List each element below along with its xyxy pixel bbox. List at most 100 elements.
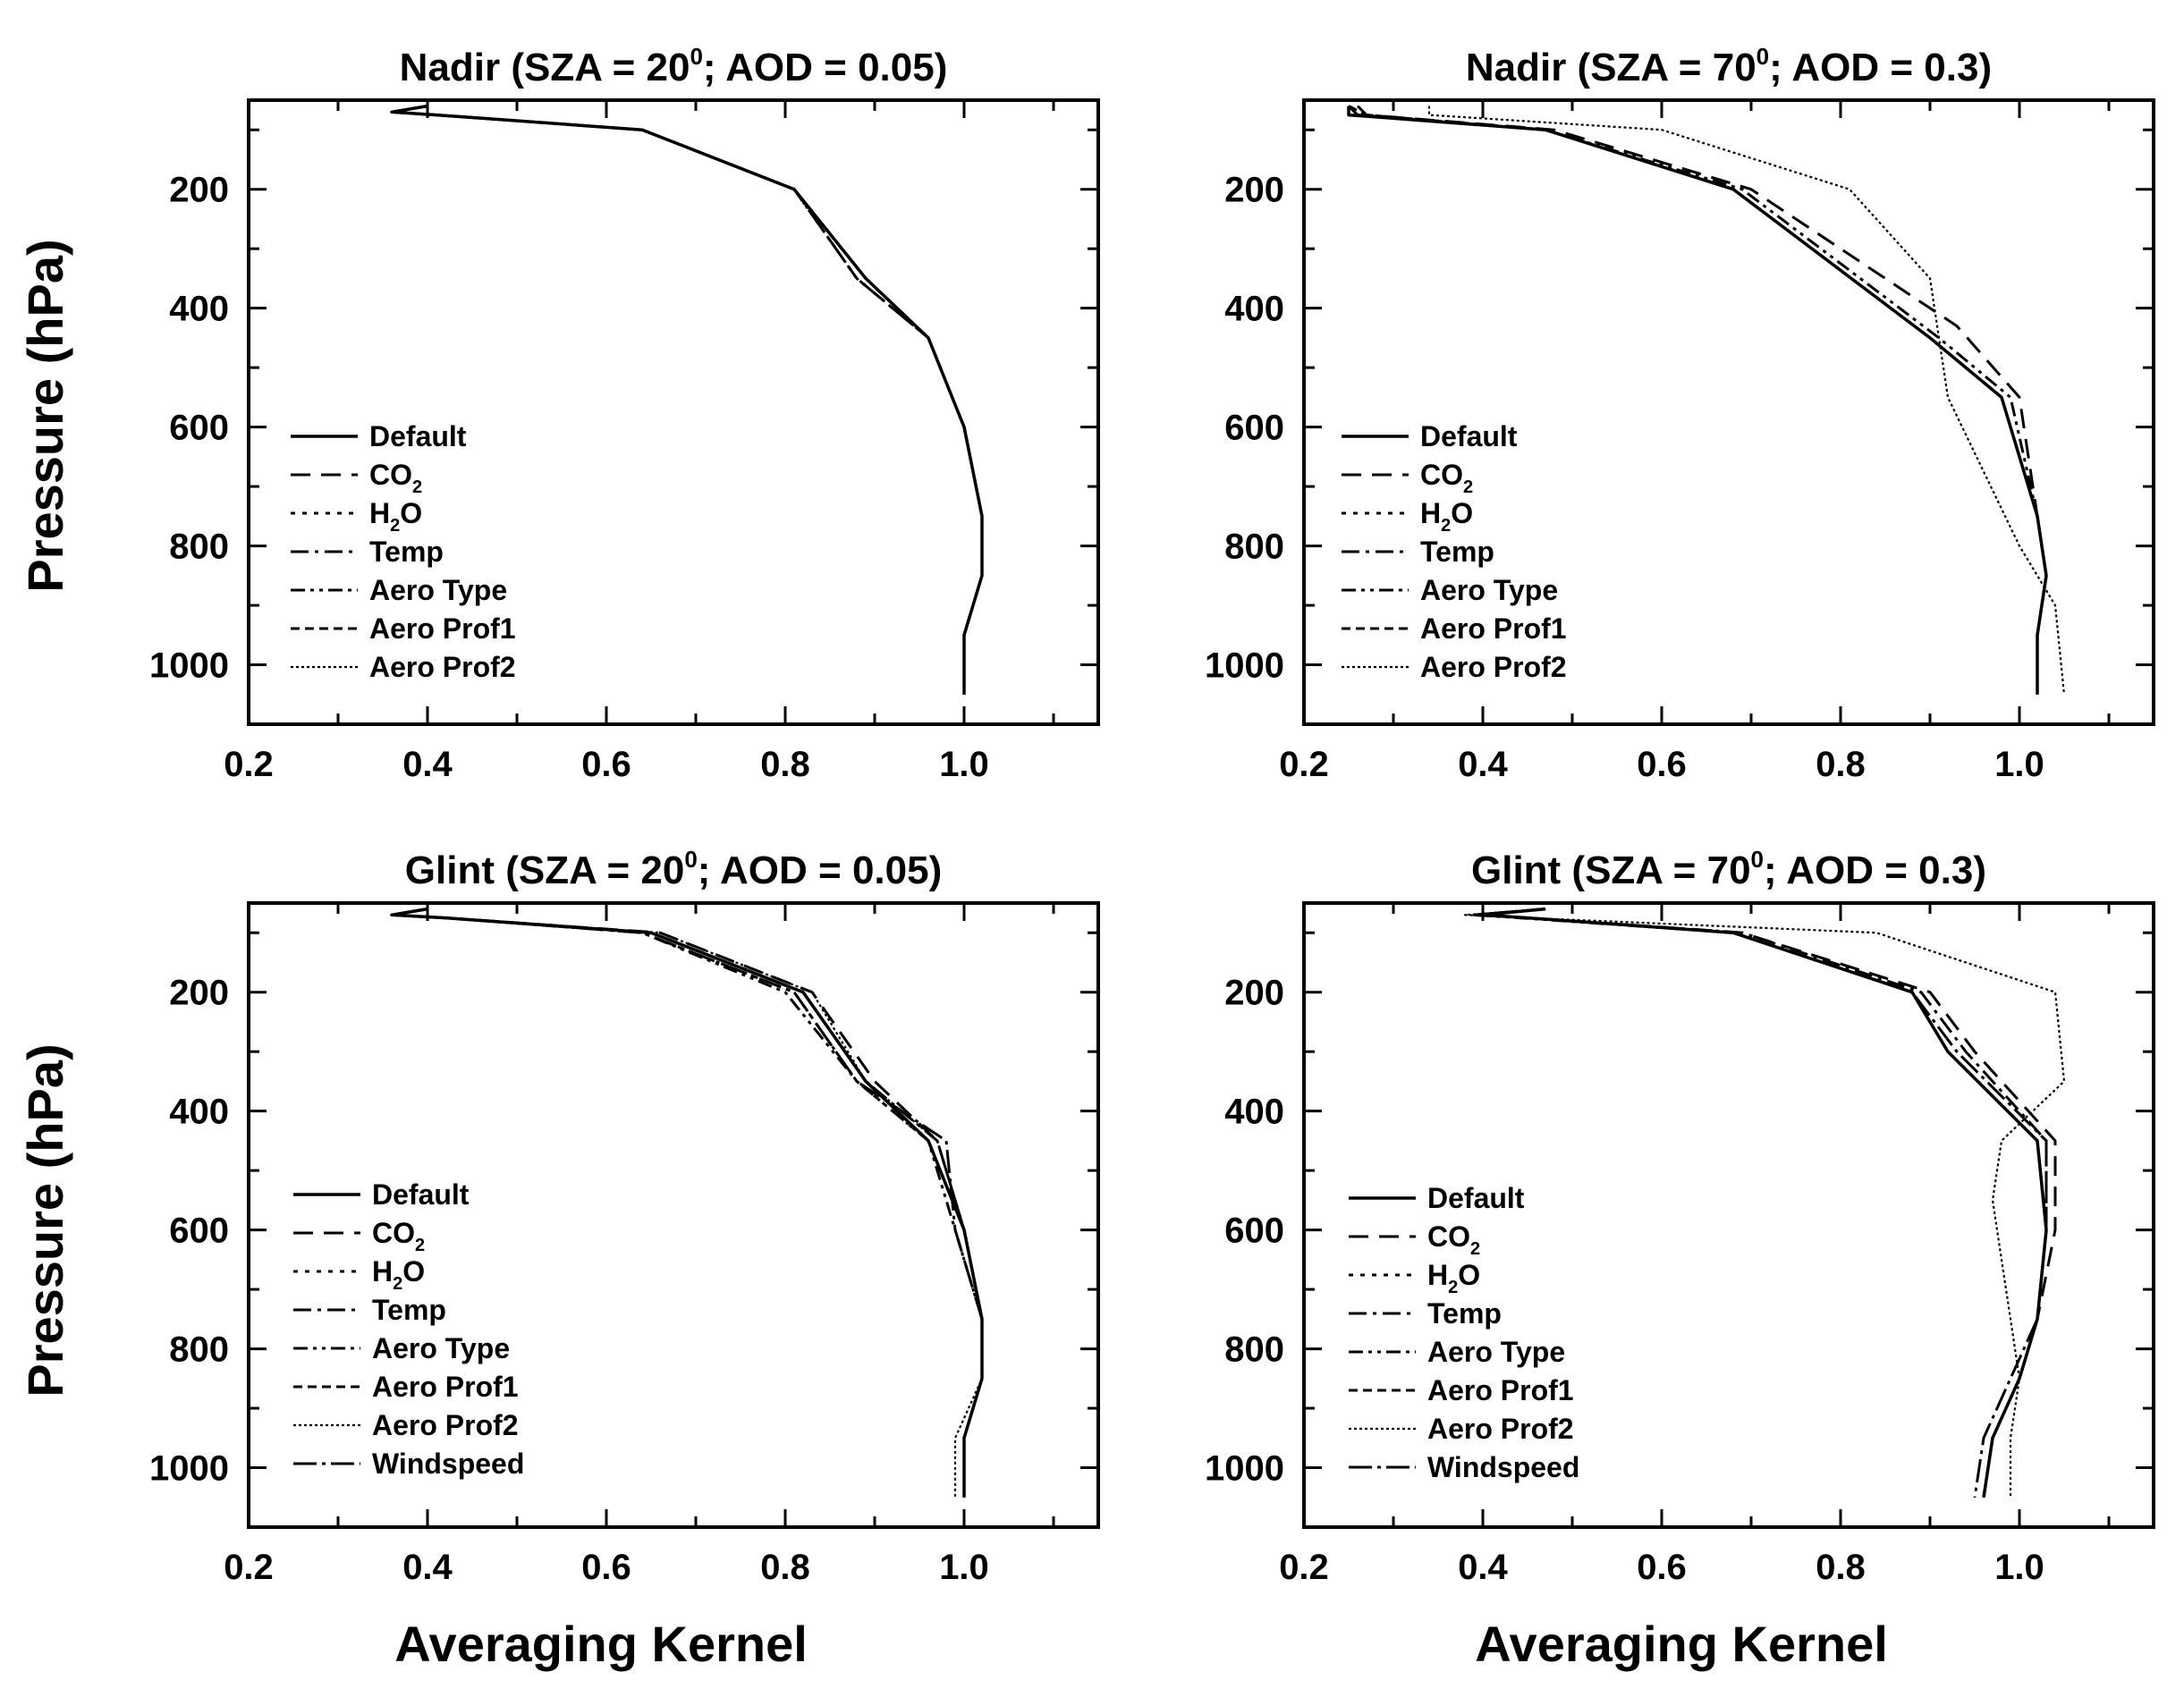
panel-title-suffix: ; AOD = 0.3)	[1769, 46, 1992, 89]
legend-label-text: Aero Type	[369, 574, 507, 606]
legend-label-text: Aero Prof2	[1427, 1413, 1574, 1445]
panel-title-superscript: 0	[690, 43, 702, 70]
series-line-aero-type	[1472, 908, 2048, 1499]
series-group	[390, 104, 984, 695]
panel-3: Glint (SZA = 200; AOD = 0.05) 0.2 0.4 0.6 0.…	[149, 846, 1100, 1587]
legend-label-after: O	[400, 497, 422, 529]
panel-title: Nadir (SZA = 700; AOD = 0.3)	[1466, 43, 1992, 89]
legend-label-text: CO	[1420, 459, 1463, 491]
x-tick-label: 0.2	[224, 1548, 274, 1587]
x-tick-label: 1.0	[939, 1548, 989, 1587]
y-tick-label: 600	[169, 1212, 229, 1251]
y-tick-label: 600	[1224, 1212, 1284, 1251]
legend-label: Default	[1420, 420, 1518, 452]
series-line-aero-type	[1347, 105, 2048, 695]
panel-title-superscript: 0	[684, 846, 697, 873]
panel-title-suffix: ; AOD = 0.3)	[1764, 848, 1986, 892]
x-tick-label: 0.4	[1458, 1548, 1508, 1587]
y-tick-label: 800	[169, 528, 229, 567]
legend-label-text: Default	[1427, 1182, 1525, 1214]
series-line-temp	[1347, 105, 2048, 695]
series-line-windspeed	[390, 908, 984, 1498]
legend-label-text: Aero Prof1	[1427, 1374, 1574, 1406]
series-line-windspeed	[1472, 908, 2048, 1499]
legend-label-subscript: 2	[1441, 516, 1451, 536]
panel-title: Glint (SZA = 200; AOD = 0.05)	[405, 846, 942, 892]
legend-label: H2O	[1427, 1259, 1480, 1297]
legend-label: Aero Type	[1427, 1336, 1565, 1368]
legend-label-subscript: 2	[412, 477, 422, 497]
x-tick-label: 0.6	[1637, 1548, 1687, 1587]
series-line-temp	[1481, 908, 2048, 1499]
y-tick-label: 1000	[1205, 646, 1284, 686]
panel-title: Glint (SZA = 700; AOD = 0.3)	[1471, 846, 1986, 892]
legend-label-subscript: 2	[1470, 1239, 1480, 1259]
panel-1: Nadir (SZA = 200; AOD = 0.05) 0.2 0.4 0.6 0.…	[149, 43, 1100, 784]
y-tick-label: 200	[1224, 974, 1284, 1013]
series-line-co2	[1356, 105, 2048, 695]
x-tick-label: 0.8	[1816, 1548, 1866, 1587]
y-tick-label: 800	[1224, 528, 1284, 567]
legend-label: Aero Prof2	[369, 651, 516, 683]
y-tick-label: 800	[1224, 1330, 1284, 1370]
legend-label-after: O	[1451, 497, 1473, 529]
legend-label: Aero Prof1	[1427, 1374, 1574, 1406]
legend-label: Default	[372, 1178, 470, 1211]
legend-label-text: Aero Prof1	[1420, 612, 1567, 645]
legend-label-text: Aero Prof1	[372, 1371, 519, 1403]
legend-label: Temp	[372, 1294, 446, 1326]
legend-label-text: Aero Prof2	[1420, 651, 1567, 683]
y-tick-label: 400	[169, 290, 229, 329]
legend-label: Aero Prof1	[1420, 612, 1567, 645]
legend-label-text: Temp	[1427, 1297, 1502, 1330]
legend-label-text: CO	[372, 1217, 415, 1249]
x-tick-label: 0.8	[760, 1548, 810, 1587]
y-tick-label: 400	[1224, 1093, 1284, 1132]
legend-label-subscript: 2	[390, 516, 400, 536]
legend-label-text: Aero Prof2	[369, 651, 516, 683]
y-axis-title-bottom: Pressure (hPa)	[17, 1043, 73, 1397]
legend-label-text: H	[372, 1255, 393, 1288]
legend-label-subscript: 2	[393, 1274, 402, 1294]
legend-label-subscript: 2	[1463, 477, 1473, 497]
panel-title-superscript: 0	[1757, 43, 1769, 70]
x-tick-label: 0.4	[402, 1548, 453, 1587]
y-tick-label: 200	[169, 974, 229, 1013]
y-tick-label: 1000	[149, 646, 229, 686]
legend-label-subscript: 2	[1448, 1278, 1458, 1297]
legend-label-subscript: 2	[415, 1236, 425, 1255]
x-tick-label: 0.2	[224, 745, 274, 784]
legend-label: CO2	[1427, 1220, 1480, 1259]
panel-title-main: Nadir (SZA = 70	[1466, 46, 1757, 89]
y-tick-label: 800	[169, 1330, 229, 1370]
legend-label-after: O	[402, 1255, 425, 1288]
legend-label-text: H	[1427, 1259, 1448, 1291]
y-tick-label: 600	[1224, 409, 1284, 448]
panel-title-suffix: ; AOD = 0.05)	[703, 46, 947, 89]
x-tick-label: 0.8	[760, 745, 810, 784]
legend-label-text: Temp	[1420, 536, 1494, 568]
series-line-aero-prof1	[390, 105, 984, 695]
series-line-aero-prof1	[1348, 105, 2048, 695]
legend-label: Aero Prof2	[372, 1409, 519, 1441]
legend-label-text: Windspeed	[372, 1448, 524, 1480]
legend-label: Temp	[369, 536, 444, 568]
series-line-default	[1347, 106, 2048, 695]
y-tick-label: 1000	[1205, 1449, 1284, 1489]
legend-label: CO2	[369, 459, 422, 497]
legend-label-text: Aero Type	[1420, 574, 1558, 606]
panel-title-main: Glint (SZA = 70	[1471, 848, 1751, 892]
legend-label-text: Aero Prof1	[369, 612, 516, 645]
legend-label: CO2	[1420, 459, 1473, 497]
legend-label-text: Default	[372, 1178, 470, 1211]
x-axis-title-right: Averaging Kernel	[1475, 1616, 1888, 1672]
x-tick-label: 0.4	[402, 745, 453, 784]
legend-label: Aero Type	[372, 1332, 510, 1364]
plot-frame	[1302, 901, 2155, 1529]
x-tick-label: 0.6	[581, 745, 631, 784]
series-line-h2o	[390, 105, 984, 695]
x-tick-label: 1.0	[1994, 745, 2044, 784]
legend-label: Default	[369, 420, 467, 452]
